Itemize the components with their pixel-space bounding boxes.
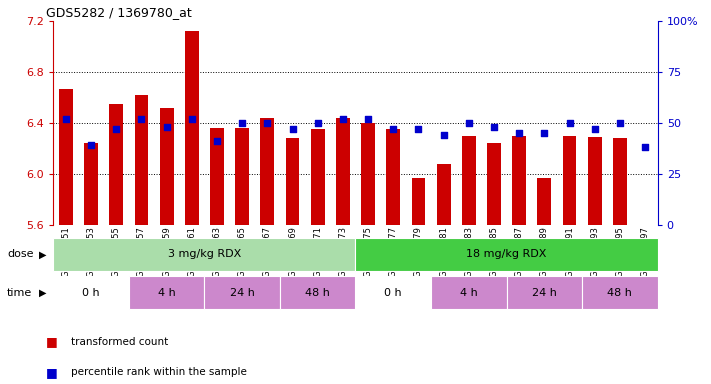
Bar	[210, 128, 224, 225]
Point	[387, 126, 399, 132]
Bar	[286, 138, 299, 225]
Bar	[512, 136, 526, 225]
Point	[60, 116, 72, 122]
Bar	[59, 89, 73, 225]
Bar	[260, 118, 274, 225]
Bar	[356, 238, 658, 271]
Text: 24 h: 24 h	[230, 288, 255, 298]
Point	[262, 120, 273, 126]
Bar	[431, 276, 506, 309]
Text: time: time	[7, 288, 33, 298]
Text: percentile rank within the sample: percentile rank within the sample	[71, 367, 247, 377]
Text: dose: dose	[7, 249, 33, 260]
Point	[111, 126, 122, 132]
Point	[136, 116, 147, 122]
Bar	[129, 276, 205, 309]
Text: 3 mg/kg RDX: 3 mg/kg RDX	[168, 249, 241, 260]
Bar	[588, 137, 602, 225]
Bar	[386, 129, 400, 225]
Point	[85, 142, 97, 148]
Bar	[235, 128, 249, 225]
Text: 0 h: 0 h	[82, 288, 100, 298]
Bar	[538, 177, 551, 225]
Point	[564, 120, 575, 126]
Text: 4 h: 4 h	[460, 288, 478, 298]
Point	[639, 144, 651, 151]
Bar	[336, 118, 350, 225]
Bar	[562, 136, 577, 225]
Bar	[53, 238, 356, 271]
Point	[287, 126, 298, 132]
Text: transformed count: transformed count	[71, 337, 169, 347]
Text: 0 h: 0 h	[385, 288, 402, 298]
Bar	[84, 143, 98, 225]
Text: 24 h: 24 h	[532, 288, 557, 298]
Bar	[506, 276, 582, 309]
Point	[589, 126, 600, 132]
Bar	[361, 123, 375, 225]
Bar	[487, 143, 501, 225]
Bar	[160, 108, 173, 225]
Text: ▶: ▶	[39, 288, 47, 298]
Point	[463, 120, 474, 126]
Text: 18 mg/kg RDX: 18 mg/kg RDX	[466, 249, 547, 260]
Bar	[53, 276, 129, 309]
Point	[161, 124, 172, 130]
Point	[186, 116, 198, 122]
Bar	[205, 276, 280, 309]
Point	[211, 138, 223, 144]
Point	[513, 130, 525, 136]
Bar	[311, 129, 325, 225]
Text: 4 h: 4 h	[158, 288, 176, 298]
Text: 48 h: 48 h	[305, 288, 330, 298]
Point	[312, 120, 324, 126]
Bar	[280, 276, 356, 309]
Point	[539, 130, 550, 136]
Text: GDS5282 / 1369780_at: GDS5282 / 1369780_at	[46, 6, 192, 19]
Point	[488, 124, 500, 130]
Point	[237, 120, 248, 126]
Bar	[582, 276, 658, 309]
Bar	[613, 138, 627, 225]
Bar	[437, 164, 451, 225]
Point	[438, 132, 449, 138]
Text: ■: ■	[46, 366, 58, 379]
Point	[337, 116, 348, 122]
Point	[614, 120, 626, 126]
Bar	[109, 104, 123, 225]
Text: 48 h: 48 h	[607, 288, 632, 298]
Text: ▶: ▶	[39, 249, 47, 260]
Point	[363, 116, 374, 122]
Bar	[134, 95, 149, 225]
Point	[413, 126, 424, 132]
Bar	[185, 31, 199, 225]
Bar	[412, 177, 425, 225]
Bar	[356, 276, 431, 309]
Bar	[462, 136, 476, 225]
Text: ■: ■	[46, 335, 58, 348]
